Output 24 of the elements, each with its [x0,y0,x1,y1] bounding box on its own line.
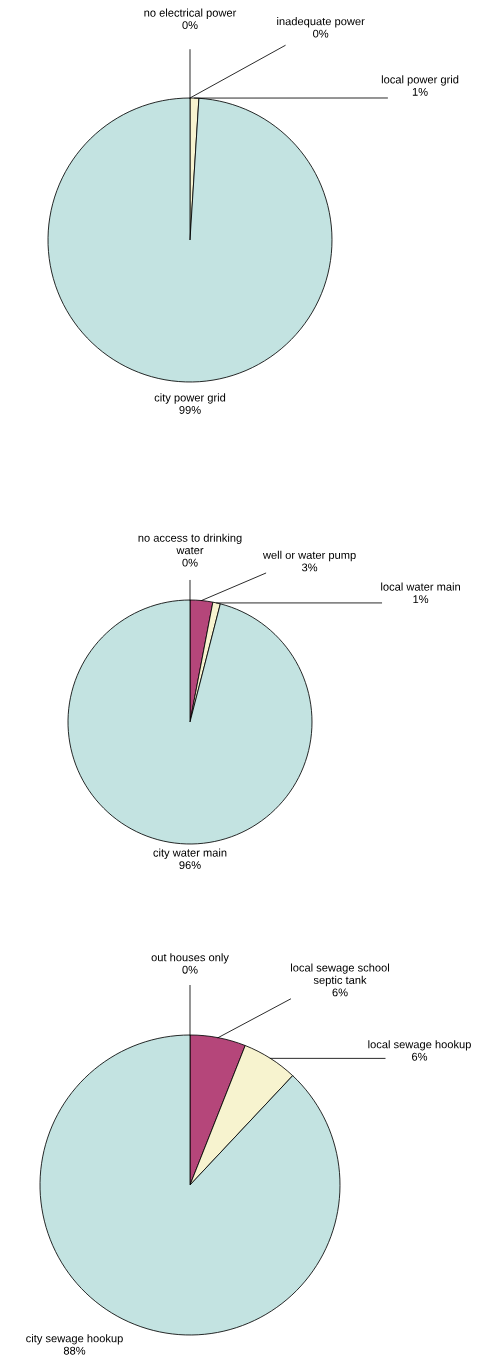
data-label: 96% [179,861,201,870]
data-label: 99% [179,406,201,414]
slice-label: local sewage school septic tank [291,963,389,987]
slice-label: local sewage hookup [368,1040,471,1051]
slice-label: city sewage hookup [26,1334,123,1345]
category-label: no electrical power [144,8,237,19]
data-label: 6% [412,1052,428,1061]
data-label: 88% [63,1346,86,1355]
category-label: inadequate power [277,17,365,28]
slice-label: city water main [153,848,227,859]
text: 0% [182,21,198,30]
data-label: 1% [413,595,429,604]
data-label: 3% [301,563,318,572]
slice-label: city power grid [154,393,226,404]
category-label: out houses only [151,953,229,964]
category-label: no access to drinking water [138,533,242,555]
slice-label: local power grid [381,75,459,86]
data-label: 6% [332,988,348,997]
text: 0% [182,558,198,567]
slice-label: well or water pump [262,550,356,562]
text: 0% [313,29,329,38]
data-label: 1% [412,87,428,96]
text: 0% [182,965,198,974]
slice-label: local water main [381,582,460,591]
